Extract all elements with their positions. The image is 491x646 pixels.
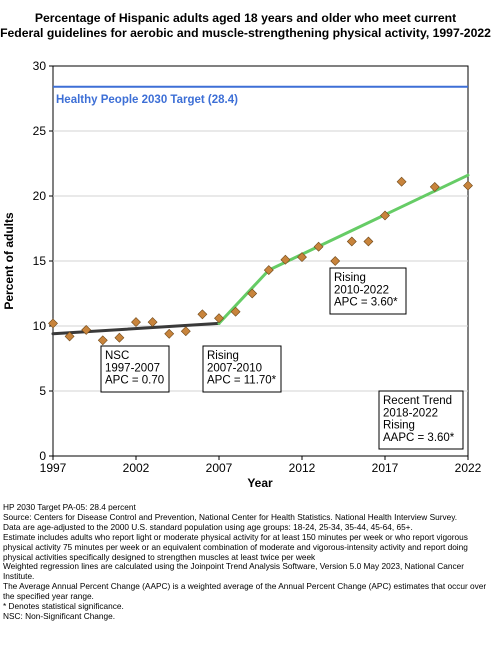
data-point bbox=[48, 318, 58, 329]
data-point bbox=[97, 335, 108, 346]
data-point bbox=[230, 306, 241, 317]
data-point bbox=[330, 256, 341, 266]
data-point bbox=[180, 326, 191, 337]
footnote-line: NSC: Non-Significant Change. bbox=[3, 610, 116, 621]
annotation-line: 2018-2022 bbox=[383, 407, 438, 419]
data-point bbox=[313, 241, 324, 252]
data-point bbox=[297, 252, 307, 263]
annotation-frame bbox=[329, 267, 407, 315]
chart-title: Percentage of Hispanic adults aged 18 ye… bbox=[0, 11, 491, 41]
annotation-line: APC = 3.60* bbox=[334, 297, 398, 309]
axes: 0 5 10 15 20 25 30 1997 2002 2007 2012 2017 2022 bbox=[33, 59, 482, 475]
chart-canvas: 0 5 10 15 20 25 30 1997 2002 2007 2012 2017 2022 Hea… bbox=[2, 59, 482, 490]
x-tick-label: 1997 bbox=[40, 461, 67, 475]
data-point bbox=[164, 328, 175, 339]
y-tick-label: 15 bbox=[33, 254, 47, 268]
reference-line-group: Healthy People 2030 Target (28.4) bbox=[53, 85, 468, 106]
data-point bbox=[114, 332, 125, 343]
footnote-line: * Denotes statistical significance. bbox=[3, 601, 124, 612]
data-point bbox=[131, 317, 141, 328]
footnote-line: HP 2030 Target PA-05: 28.4 percent bbox=[3, 502, 136, 512]
data-points bbox=[48, 176, 473, 346]
footnote-line: The Average Annual Percent Change (AAPC)… bbox=[3, 581, 487, 602]
title-line-2: Federal guidelines for aerobic and muscl… bbox=[0, 26, 491, 40]
x-tick-label: 2017 bbox=[372, 461, 399, 475]
footnotes: HP 2030 Target PA-05: 28.4 percent Source… bbox=[3, 502, 489, 622]
x-tick-label: 2022 bbox=[455, 461, 482, 475]
trend-line-segment bbox=[217, 268, 271, 325]
y-tick-label: 25 bbox=[33, 124, 47, 138]
annotation-line: 2007-2010 bbox=[207, 362, 262, 374]
annotation-line: NSC bbox=[105, 350, 129, 362]
annotation-line: APC = 0.70 bbox=[105, 375, 164, 387]
data-point bbox=[429, 181, 440, 192]
annotation-line: Rising bbox=[383, 420, 415, 432]
annotation-frame bbox=[202, 345, 282, 393]
data-point bbox=[64, 331, 75, 342]
y-tick-label: 30 bbox=[33, 59, 47, 73]
y-tick-label: 20 bbox=[33, 189, 47, 203]
data-point bbox=[81, 324, 92, 335]
footnote-line: Weighted regression lines are calculated… bbox=[3, 561, 465, 582]
footnote-line: Source: Centers for Disease Control and … bbox=[3, 511, 458, 522]
trend-line-segment bbox=[51, 321, 221, 336]
footnote-line: Data are age-adjusted to the 2000 U.S. s… bbox=[3, 521, 413, 532]
annotation-line: 2010-2022 bbox=[334, 284, 389, 296]
x-tick-label: 2007 bbox=[206, 461, 233, 475]
data-point bbox=[280, 254, 291, 265]
annotation-line: Rising bbox=[334, 272, 366, 284]
data-point bbox=[147, 317, 158, 328]
annotation-frame bbox=[100, 345, 170, 393]
annotation-line: 1997-2007 bbox=[105, 362, 160, 374]
title-line-1: Percentage of Hispanic adults aged 18 ye… bbox=[34, 11, 457, 25]
data-point bbox=[263, 265, 274, 276]
x-axis-label: Year bbox=[247, 476, 273, 490]
data-point bbox=[247, 288, 258, 299]
hp2030-target-label: Healthy People 2030 Target (28.4) bbox=[56, 94, 238, 106]
data-point bbox=[463, 180, 473, 191]
annotation-line: Rising bbox=[207, 350, 239, 362]
annotation-line: Recent Trend bbox=[383, 395, 452, 407]
footnote-line: Estimate includes adults who report ligh… bbox=[3, 531, 468, 562]
data-point bbox=[197, 309, 208, 320]
data-point bbox=[363, 236, 374, 247]
x-tick-label: 2002 bbox=[123, 461, 150, 475]
annotation-line: APC = 11.70* bbox=[207, 375, 277, 387]
data-point bbox=[380, 210, 390, 221]
y-tick-label: 5 bbox=[39, 384, 46, 398]
y-tick-label: 0 bbox=[39, 449, 46, 463]
y-axis-label: Percent of adults bbox=[2, 212, 16, 310]
x-tick-label: 2012 bbox=[289, 461, 316, 475]
data-point bbox=[346, 236, 357, 247]
data-point bbox=[396, 176, 407, 187]
data-point bbox=[214, 313, 224, 324]
annotation-line: AAPC = 3.60* bbox=[383, 432, 455, 444]
annotation-frame bbox=[378, 390, 464, 450]
y-tick-label: 10 bbox=[33, 319, 47, 333]
